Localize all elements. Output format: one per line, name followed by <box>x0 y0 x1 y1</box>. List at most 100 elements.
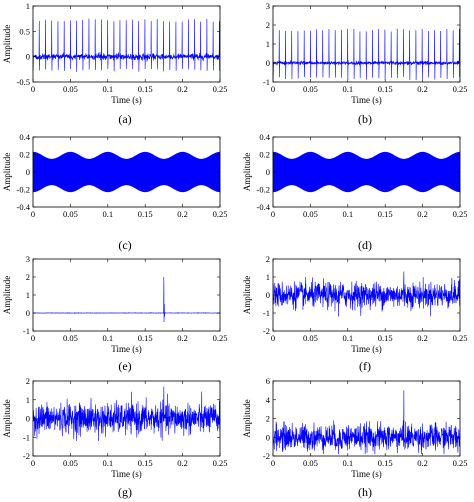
y-tick-label: 0 <box>266 290 270 300</box>
y-tick-label: -0.2 <box>257 185 270 195</box>
x-axis-label: Time (s) <box>111 344 141 354</box>
x-axis-label: Time (s) <box>351 469 381 479</box>
x-tick-label: 0.15 <box>138 209 153 219</box>
x-tick-label: 0.25 <box>453 458 468 468</box>
y-axis-label: Amplitude <box>242 153 252 192</box>
panel-label: (g) <box>118 485 132 499</box>
y-tick-label: -2 <box>263 451 270 461</box>
y-tick-label: 0 <box>266 432 270 442</box>
axes-frame <box>32 5 221 83</box>
y-tick-label: -1 <box>23 326 30 336</box>
x-axis-label: Time (s) <box>351 95 381 105</box>
y-tick-label: -1 <box>23 432 30 442</box>
panel-c: 0 0.05 0.1 0.15 0.2 0.25 -0.4 -0.2 0 0.2 0.4 Amplit… <box>2 132 227 252</box>
x-tick-label: 0.05 <box>303 333 318 343</box>
x-tick-label: 0.15 <box>378 458 393 468</box>
series-line <box>272 271 461 317</box>
x-tick-label: 0.15 <box>138 84 153 94</box>
y-tick-label: 1 <box>26 1 30 11</box>
x-tick-label: 0.25 <box>453 209 468 219</box>
x-tick-label: 0 <box>271 458 275 468</box>
y-tick-label: 0 <box>26 414 30 424</box>
y-tick-label: 2 <box>266 20 270 30</box>
x-axis-label: Time (s) <box>351 344 381 354</box>
y-tick-label: 2 <box>26 272 30 282</box>
panel-label: (a) <box>118 112 131 126</box>
x-tick-label: 0.1 <box>342 209 353 219</box>
x-tick-label: 0 <box>271 84 275 94</box>
y-tick-label: 1 <box>266 272 270 282</box>
y-tick-label: 0 <box>26 52 30 62</box>
x-tick-label: 0.1 <box>342 84 353 94</box>
x-tick-label: 0.1 <box>102 458 113 468</box>
y-tick-label: 0.2 <box>259 150 270 160</box>
x-tick-label: 0 <box>31 84 35 94</box>
axes-frame <box>272 380 461 457</box>
x-tick-label: 0.2 <box>417 458 428 468</box>
series-line <box>32 151 221 193</box>
x-tick-label: 0.1 <box>102 84 113 94</box>
y-tick-label: 2 <box>266 414 270 424</box>
y-tick-label: 1 <box>266 39 270 49</box>
y-axis-label: Amplitude <box>2 153 12 192</box>
x-tick-label: 0.2 <box>177 84 188 94</box>
x-tick-label: 0.15 <box>378 209 393 219</box>
y-tick-label: 0.4 <box>19 132 30 142</box>
x-tick-label: 0.2 <box>177 333 188 343</box>
panel-label: (d) <box>358 238 372 252</box>
y-tick-label: 0 <box>26 167 30 177</box>
x-tick-label: 0 <box>31 333 35 343</box>
x-tick-label: 0.05 <box>63 458 78 468</box>
y-tick-label: -2 <box>263 326 270 336</box>
y-tick-label: -1 <box>263 77 270 87</box>
series-line <box>272 151 461 193</box>
y-tick-label: -1 <box>263 308 270 318</box>
x-tick-label: 0 <box>271 209 275 219</box>
series-line <box>32 386 221 442</box>
x-tick-label: 0.25 <box>213 458 228 468</box>
y-tick-label: 0 <box>266 58 270 68</box>
y-tick-label: -2 <box>23 451 30 461</box>
y-tick-label: 6 <box>266 376 270 386</box>
y-axis-label: Amplitude <box>2 276 12 315</box>
panel-label: (e) <box>118 359 131 373</box>
y-axis-label: Amplitude <box>2 399 12 438</box>
x-tick-label: 0.05 <box>303 209 318 219</box>
y-tick-label: 4 <box>266 395 271 405</box>
y-tick-label: 3 <box>26 254 30 264</box>
x-tick-label: 0.15 <box>138 333 153 343</box>
panel-label: (h) <box>358 485 372 499</box>
panel-d: 0 0.05 0.1 0.15 0.2 0.25 -0.4 -0.2 0 0.2 0.4 Amplit… <box>242 132 467 252</box>
x-tick-label: 0.25 <box>213 84 228 94</box>
x-tick-label: 0.25 <box>453 84 468 94</box>
y-tick-label: 0.4 <box>259 132 270 142</box>
x-tick-label: 0.1 <box>102 333 113 343</box>
y-tick-label: 2 <box>26 376 30 386</box>
y-tick-label: 0 <box>26 308 30 318</box>
panel-label: (b) <box>358 112 372 126</box>
x-tick-label: 0.25 <box>213 209 228 219</box>
y-tick-label: -0.2 <box>17 185 30 195</box>
x-tick-label: 0 <box>271 333 275 343</box>
series-line <box>272 390 461 455</box>
x-axis-label: Time (s) <box>111 469 141 479</box>
x-tick-label: 0.15 <box>378 333 393 343</box>
x-tick-label: 0.05 <box>303 84 318 94</box>
x-tick-label: 0 <box>31 458 35 468</box>
y-tick-label: 1 <box>26 290 30 300</box>
x-tick-label: 0.1 <box>342 458 353 468</box>
y-axis-label: Amplitude <box>242 399 252 438</box>
panel-f: 0 0.05 0.1 0.15 0.2 0.25 -2 -1 0 1 2 Time (s) Amplit… <box>242 254 467 373</box>
x-tick-label: 0.2 <box>417 209 428 219</box>
x-tick-label: 0.05 <box>303 458 318 468</box>
x-tick-label: 0 <box>31 209 35 219</box>
y-tick-label: 0 <box>266 167 270 177</box>
x-tick-label: 0.1 <box>102 209 113 219</box>
x-tick-label: 0.2 <box>177 458 188 468</box>
series-line <box>32 276 221 323</box>
